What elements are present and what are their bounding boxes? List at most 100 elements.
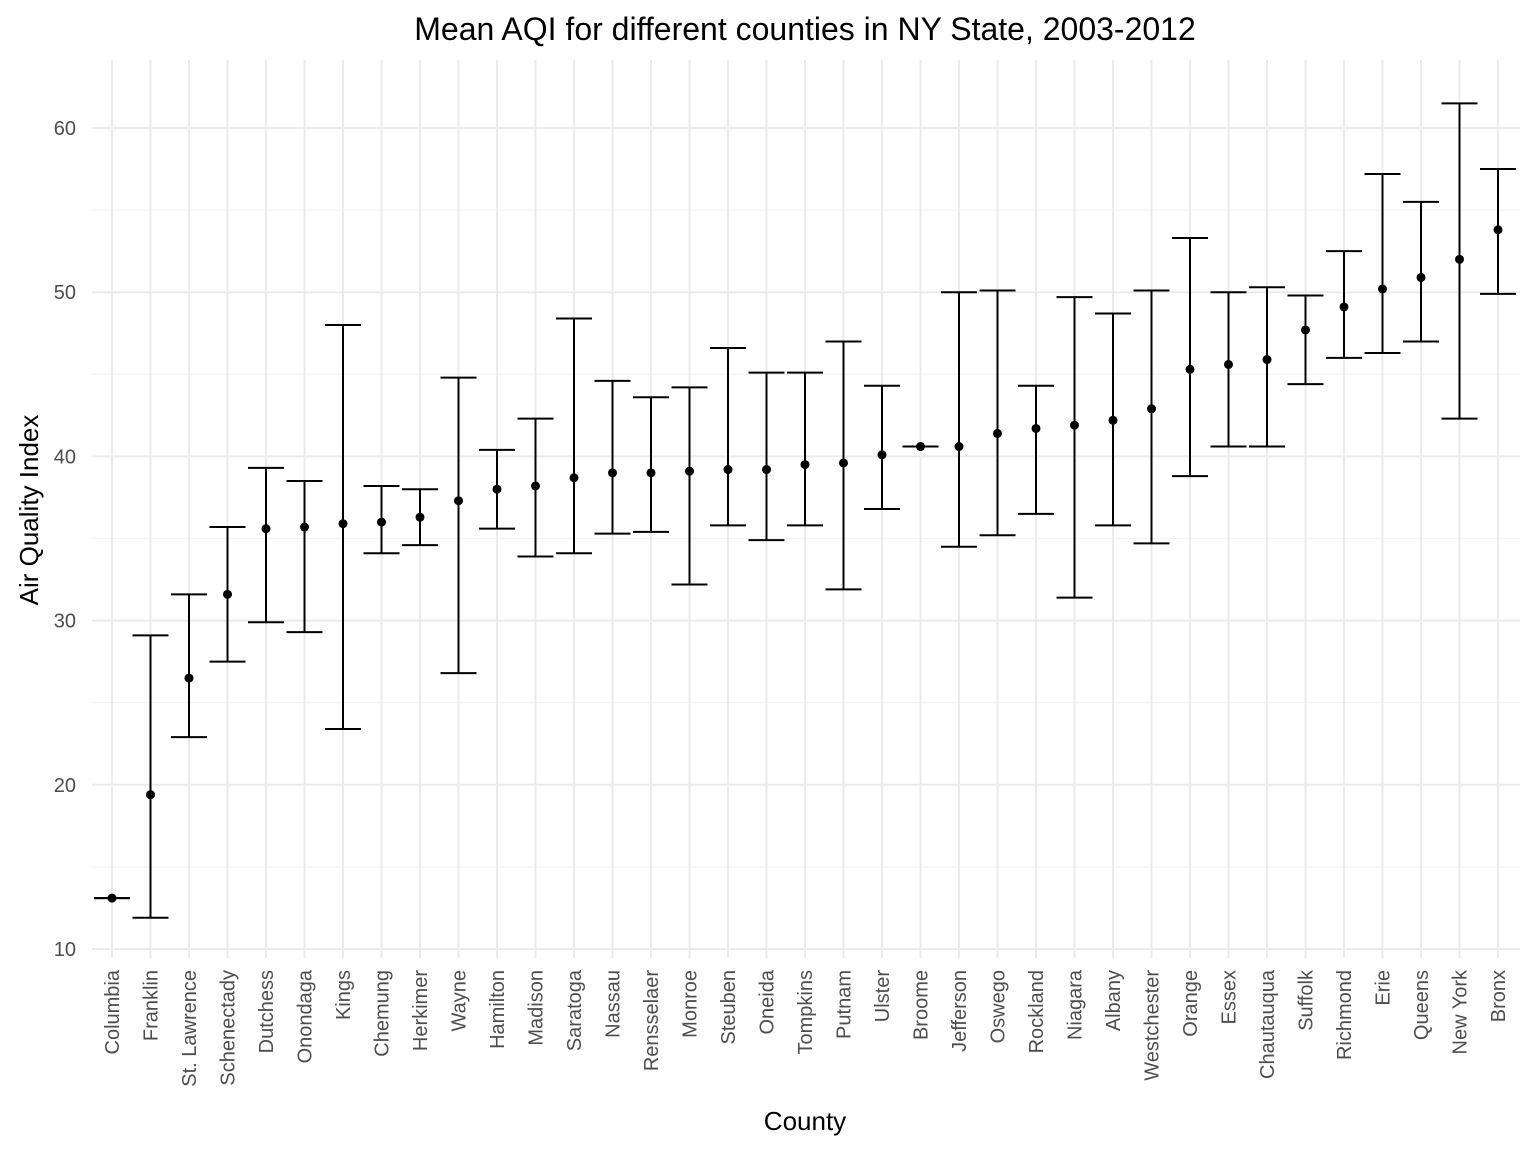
x-tick-label: Erie [1373, 970, 1395, 1006]
error-bar-westchester [1133, 289, 1170, 545]
error-bar-rensselaer [633, 396, 669, 533]
mean-point [1185, 364, 1195, 374]
mean-point [762, 465, 771, 475]
error-bar-nassau [594, 379, 631, 535]
x-axis-title: County [764, 1106, 846, 1136]
error-bar-jefferson [941, 291, 977, 548]
x-tick-label: Ulster [872, 970, 894, 1023]
x-tick-label: Wayne [449, 970, 471, 1032]
x-tick-label: Chemung [372, 970, 394, 1057]
error-bar-monroe [671, 386, 708, 586]
error-bar-saratoga [556, 317, 592, 555]
x-tick-label: Queens [1411, 970, 1433, 1040]
y-tick-label: 10 [54, 939, 76, 961]
mean-point [1301, 325, 1310, 335]
mean-point [1224, 359, 1233, 369]
mean-point [569, 473, 579, 483]
mean-point [800, 460, 810, 470]
mean-point [839, 458, 848, 468]
mean-point [1031, 423, 1041, 433]
mean-point [646, 468, 656, 478]
error-bar-dutchess [248, 466, 284, 624]
error-bar-tompkins [787, 371, 823, 527]
error-bar-suffolk [1287, 294, 1324, 386]
x-tick-label: Suffolk [1296, 969, 1318, 1031]
mean-point [1070, 420, 1079, 430]
chart-title: Mean AQI for different counties in NY St… [414, 11, 1196, 47]
error-bar-onondaga [286, 480, 323, 634]
error-bar-chautauqua [1249, 286, 1285, 448]
x-tick-label: Westchester [1142, 970, 1164, 1081]
mean-points [107, 225, 1503, 903]
mean-point [877, 450, 887, 460]
mean-point [223, 589, 232, 599]
error-bar-wayne [440, 376, 477, 675]
x-tick-label: Rensselaer [641, 970, 663, 1072]
x-tick-label: Schenectady [218, 970, 240, 1086]
x-tick-label: Hamilton [487, 970, 509, 1049]
x-tick-label: Franklin [141, 970, 163, 1041]
x-tick-label: St. Lawrence [179, 970, 201, 1087]
error-bar-essex [1210, 291, 1247, 448]
error-bar-oneida [748, 371, 785, 542]
error-bar-franklin [132, 634, 169, 919]
mean-point [723, 465, 733, 475]
mean-point [685, 466, 694, 476]
mean-point [1378, 284, 1387, 294]
mean-point [1262, 355, 1272, 365]
x-tick-label: Essex [1219, 970, 1241, 1024]
x-tick-label: Columbia [102, 969, 124, 1054]
error-bars [94, 102, 1516, 919]
x-tick-label: Oswego [988, 970, 1010, 1043]
error-bar-oswego [979, 289, 1016, 537]
x-tick-label: Rockland [1026, 970, 1048, 1053]
mean-point [107, 893, 117, 903]
mean-point [954, 442, 964, 452]
x-tick-label: Oneida [757, 969, 779, 1034]
mean-point [415, 512, 425, 522]
x-tick-label: Bronx [1488, 970, 1510, 1022]
x-tick-label: Jefferson [949, 970, 971, 1052]
x-tick-label: Broome [911, 970, 933, 1040]
mean-point [454, 496, 463, 506]
y-tick-label: 40 [54, 446, 76, 468]
x-tick-label: Niagara [1065, 969, 1087, 1040]
x-tick-label: Putnam [834, 970, 856, 1039]
mean-point [377, 517, 386, 527]
y-tick-label: 30 [54, 611, 76, 633]
mean-point [184, 673, 194, 683]
error-bar-niagara [1056, 296, 1093, 599]
mean-point [608, 468, 617, 478]
x-tick-label: Albany [1103, 970, 1125, 1031]
x-tick-label: Chautauqua [1257, 969, 1279, 1079]
y-axis-title: Air Quality Index [14, 415, 44, 606]
x-tick-label: Onondaga [295, 969, 317, 1063]
error-bar-erie [1364, 172, 1401, 354]
x-tick-label: Tompkins [795, 970, 817, 1054]
error-bar-queens [1403, 200, 1439, 343]
x-tick-label: Monroe [680, 970, 702, 1038]
mean-point [993, 428, 1002, 438]
y-tick-labels: 10 20 30 40 50 60 [54, 118, 76, 961]
y-tick-label: 60 [54, 118, 76, 140]
x-tick-label: Madison [526, 970, 548, 1046]
error-bar-st-lawrence [171, 593, 207, 739]
x-tick-labels: Columbia Franklin St. Lawrence Schenectady D… [102, 969, 1510, 1087]
y-tick-label: 20 [54, 775, 76, 797]
mean-point [261, 524, 271, 534]
mean-point [531, 481, 540, 491]
mean-point [300, 522, 309, 532]
x-tick-label: Richmond [1334, 970, 1356, 1060]
mean-point [1493, 225, 1503, 235]
mean-point [916, 442, 925, 452]
mean-point [1416, 272, 1426, 282]
mean-point [492, 484, 502, 494]
mean-point [1339, 302, 1349, 312]
mean-point [1147, 404, 1156, 414]
x-tick-label: New York [1450, 969, 1472, 1054]
error-bar-rockland [1018, 384, 1054, 515]
x-tick-label: Nassau [603, 970, 625, 1038]
x-tick-label: Orange [1180, 970, 1202, 1037]
error-bar-orange [1172, 237, 1208, 478]
mean-point [1455, 254, 1464, 264]
